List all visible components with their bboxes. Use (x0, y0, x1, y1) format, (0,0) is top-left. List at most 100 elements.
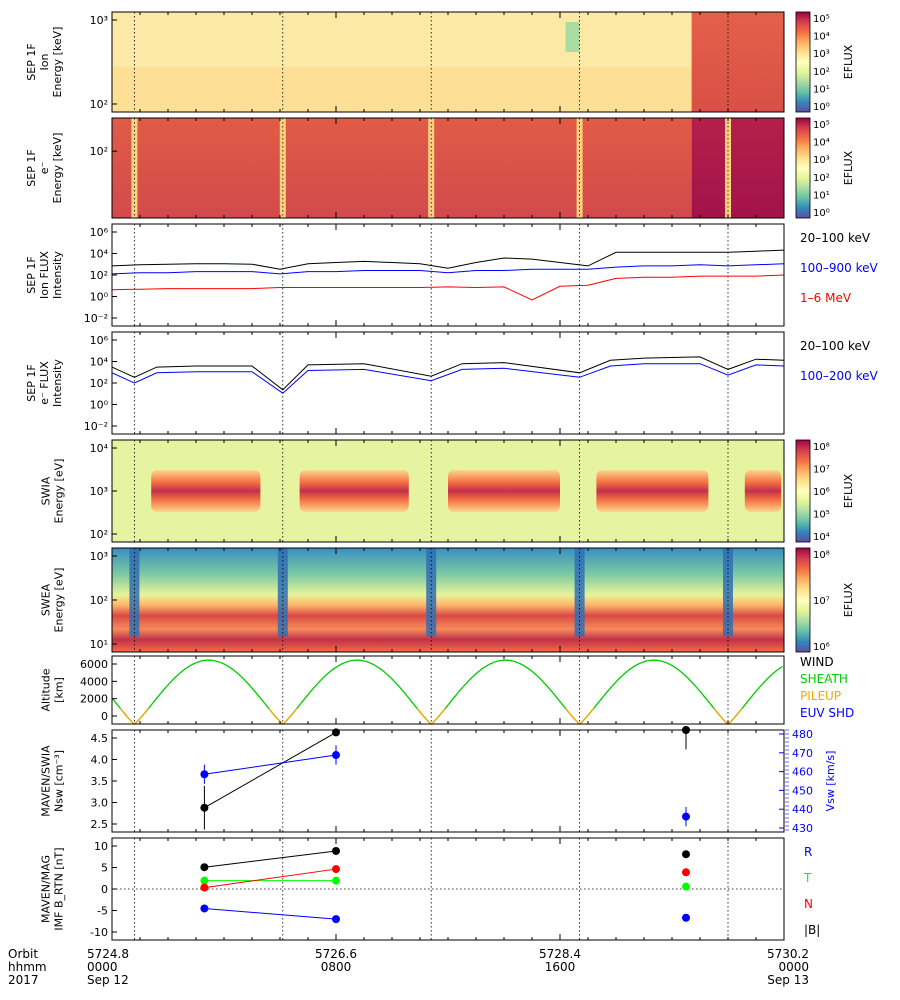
swea-spec-ylabel: Energy [eV] (53, 568, 66, 633)
sep-ion-flux-ytick-label: 10⁻² (84, 312, 108, 325)
sep-e-spec-ylabel: e⁻ (38, 162, 51, 175)
swia-moments-ytick-right-label: 480 (792, 728, 813, 741)
swia-spec-cbar-tick: 10⁶ (813, 487, 830, 498)
vsw-point (332, 751, 340, 760)
xaxis-tick-orbit: 5728.4 (539, 947, 581, 961)
altitude-ytick-label: 2000 (80, 693, 108, 706)
mag-magBmag-line (204, 850, 337, 868)
mag-imf-ytick-label: -5 (97, 905, 108, 918)
swia-spec-cbar-tick: 10⁴ (813, 532, 830, 543)
sep-e-flux-line (111, 356, 785, 391)
sep-ion-flux-ylabel: Intensity (51, 251, 64, 299)
swea-spec-colorbar (795, 547, 811, 653)
swia-moments-ytick-label: 4.5 (91, 732, 109, 745)
swea-spec-cbar-tick: 10⁶ (813, 642, 830, 653)
mag-N-point (332, 865, 340, 874)
swia-moments-ytick-label: 4.0 (91, 754, 109, 767)
altitude-legend-entry: EUV SHD (800, 706, 854, 720)
sep-ion-flux-ylabel: Ion FLUX (38, 251, 51, 299)
swia-moments-ylabel: Nsw [cm⁻³] (53, 750, 66, 812)
sep-ion-spec-enhanced (691, 12, 784, 112)
swea-spec-cbar-tick: 10⁷ (813, 596, 830, 607)
sep-e-spec-cbar-tick: 10³ (813, 155, 830, 166)
swia-spec-solar-wind-band (151, 470, 261, 512)
swia-moments-ytick-label: 3.0 (91, 797, 109, 810)
mag-magBmag-point (682, 850, 690, 859)
sep-ion-flux-legend-entry: 100–900 keV (800, 261, 879, 275)
sep-ion-spec-cbar-tick: 10⁴ (813, 32, 830, 43)
swia-spec-colorbar (795, 439, 811, 543)
sep-e-spec-cbar-label: EFLUX (842, 150, 855, 185)
swia-spec-ylabel: Energy [eV] (53, 459, 66, 524)
swia-moments-ytick-label: 3.5 (91, 775, 109, 788)
swia-spec-cbar-tick: 10⁵ (813, 510, 830, 521)
sep-ion-spec-cbar-label: EFLUX (842, 44, 855, 79)
xaxis-tick-hhmm: 0000 (87, 960, 118, 974)
altitude-frame (111, 655, 785, 725)
vsw-point (200, 770, 209, 779)
mag-imf-legend-entry: N (804, 897, 813, 911)
mag-N-line (204, 868, 337, 889)
swia-spec-cbar-tick: 10⁷ (813, 465, 830, 476)
sep-e-flux-ylabel: SEP 1F (25, 364, 38, 401)
swia-spec-solar-wind-band (744, 470, 782, 512)
altitude-curve (111, 659, 783, 725)
sep-e-spec-periapsis-stripe (279, 118, 286, 218)
mag-imf-ytick-label: -10 (90, 926, 108, 939)
swea-spec-ylabel: SWEA (40, 583, 53, 616)
swia-spec-ytick-label: 10³ (90, 485, 108, 498)
sep-ion-flux-line (111, 249, 785, 270)
swia-moments-ylabel: MAVEN/SWIA (40, 745, 53, 817)
altitude-legend-entry: SHEATH (800, 672, 848, 686)
swea-spec-cbar-tick: 10⁸ (813, 550, 830, 561)
swea-spec-ytick-label: 10³ (90, 550, 108, 563)
sep-ion-flux-ylabel: SEP 1F (25, 256, 38, 293)
sep-e-flux-line (111, 363, 785, 394)
sep-ion-spec-green-patch (565, 22, 580, 52)
sep-e-spec-ytick-label: 10² (90, 145, 108, 158)
mag-N-point (682, 868, 690, 877)
sep-e-flux-ytick-label: 10² (90, 377, 108, 390)
swia-spec-ytick-label: 10² (90, 528, 108, 541)
sep-e-spec-enhanced (691, 118, 784, 218)
mag-imf-ytick-label: 10 (94, 840, 108, 853)
mag-magBmag-point (200, 863, 209, 872)
sep-e-spec-colorbar (795, 117, 811, 219)
xaxis-row-label: 2017 (8, 973, 39, 987)
nsw-line (204, 731, 337, 809)
spectrogram-fills (112, 12, 784, 652)
mag-imf-legend-entry: T (803, 871, 812, 885)
sep-ion-flux-ytick-label: 10⁴ (90, 248, 109, 261)
xaxis-tick-orbit: 5726.6 (315, 947, 357, 961)
swia-moments-ytick-right-label: 460 (792, 766, 813, 779)
mag-imf-legend-entry: R (804, 845, 812, 859)
sep-ion-spec-ylabel: SEP 1F (25, 43, 38, 80)
sep-e-flux-ytick-label: 10⁻² (84, 420, 108, 433)
sep-e-spec-ylabel: Energy [keV] (51, 133, 64, 204)
altitude-ytick-label: 6000 (80, 658, 108, 671)
swea-spec-ytick-label: 10² (90, 594, 108, 607)
sep-e-flux-ytick-label: 10⁰ (90, 399, 109, 412)
swea-spec-cbar-label: EFLUX (842, 582, 855, 617)
mag-N-point (200, 883, 209, 892)
sep-e-spec-ylabel: SEP 1F (25, 149, 38, 186)
mag-R-point (332, 915, 340, 924)
sep-e-flux-ylabel: e⁻ FLUX (38, 361, 51, 405)
sep-ion-flux-ytick-label: 10⁶ (90, 226, 109, 239)
altitude-ylabel: Altitude (40, 668, 53, 711)
mag-imf-ytick-label: 0 (101, 883, 108, 896)
sep-e-spec-cbar-tick: 10¹ (813, 190, 830, 201)
mag-imf-ylabel: MAVEN/MAG (40, 855, 53, 923)
sep-ion-spec-cbar-tick: 10¹ (813, 84, 830, 95)
swea-spec-background (112, 548, 784, 652)
mag-T-point (200, 876, 209, 885)
data-layer (111, 249, 785, 924)
sep-e-spec-periapsis-stripe (131, 118, 138, 218)
mag-T-point (332, 876, 340, 885)
sep-ion-flux-line (111, 274, 785, 301)
sep-e-flux-legend-entry: 100–200 keV (800, 369, 879, 383)
sep-ion-spec-ytick-label: 10² (90, 98, 108, 111)
sep-ion-flux-legend-entry: 20–100 keV (800, 231, 871, 245)
